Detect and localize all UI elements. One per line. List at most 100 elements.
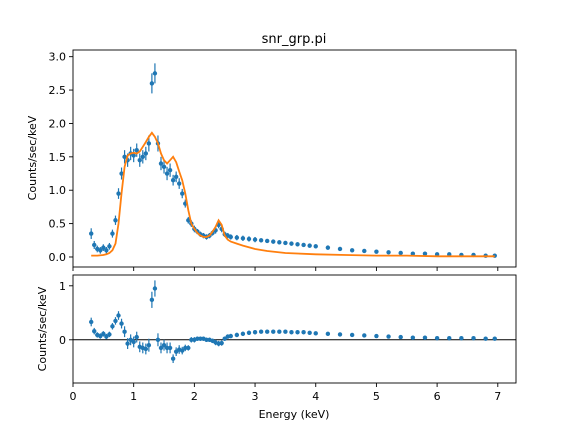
residuals-data-marker (125, 341, 130, 346)
y-tick-label: 2.5 (49, 84, 67, 97)
residuals-frame (72, 274, 517, 384)
spectrum-data-point (240, 235, 246, 241)
residuals-data-point (471, 335, 476, 341)
x-tick-label: 0 (70, 390, 77, 403)
residuals-data-point (219, 340, 224, 346)
residuals-data-point (167, 342, 173, 354)
spectrum-data-point (104, 246, 109, 254)
residuals-data-point (113, 317, 118, 325)
residuals-data-point (295, 330, 300, 335)
y-tick-label: 0.5 (49, 218, 67, 231)
residuals-data-marker (92, 328, 97, 334)
residuals-data-point (264, 329, 270, 334)
spectrum-data-point (295, 242, 300, 247)
x-tick-label: 5 (373, 390, 380, 403)
spectrum-frame (72, 49, 517, 268)
spectrum-data-point (131, 148, 136, 163)
spectrum-data-marker (277, 240, 282, 245)
residuals-data-marker (252, 330, 258, 335)
spectrum-data-point (143, 146, 149, 161)
spectrum-data-point (386, 250, 391, 255)
y-tick-label: 0.0 (49, 251, 67, 264)
residuals-data-marker (173, 349, 179, 354)
spectrum-data-point (170, 174, 176, 186)
residuals-data-marker (492, 336, 497, 341)
residuals-data-marker (307, 330, 312, 335)
spectrum-data-point (283, 240, 288, 246)
spectrum-data-marker (149, 81, 155, 86)
spectrum-data-marker (107, 244, 112, 249)
residuals-data-marker (164, 345, 170, 351)
residuals-data-marker (277, 329, 282, 334)
x-tick-label: 7 (494, 390, 501, 403)
spectrum-data-marker (116, 191, 121, 196)
residuals-data-point (131, 336, 136, 348)
spectrum-data-marker (137, 157, 142, 163)
residuals-data-point (119, 318, 124, 329)
spectrum-data-point (173, 171, 179, 183)
residuals-data-point (101, 331, 106, 337)
spectrum-data-point (271, 239, 276, 244)
residuals-data-marker (483, 336, 488, 341)
residuals-data-point (198, 336, 203, 341)
spectrum-data-point (277, 240, 282, 245)
residuals-data-point (158, 342, 164, 354)
spectrum-data-point (422, 251, 428, 256)
spectrum-data-marker (134, 147, 139, 153)
spectrum-data-point (337, 246, 343, 252)
residuals-data-marker (289, 330, 294, 335)
spectrum-data-marker (104, 248, 109, 253)
residuals-data-marker (161, 343, 167, 348)
residuals-data-marker (198, 336, 203, 341)
spectrum-data-marker (173, 174, 179, 180)
residuals-data-marker (222, 336, 227, 341)
residuals-data-marker (301, 330, 306, 335)
spectrum-data-point (122, 150, 127, 164)
spectrum-data-point (149, 73, 155, 94)
residuals-data-point (362, 333, 367, 338)
spectrum-data-point (116, 188, 121, 199)
residuals-data-marker (134, 334, 139, 340)
spectrum-data-point (164, 166, 170, 181)
residuals-data-point (422, 335, 428, 340)
residuals-y-ticks: 10 (59, 280, 73, 347)
spectrum-data-marker (119, 171, 124, 176)
residuals-data-point (180, 346, 185, 355)
residuals-data-marker (183, 345, 188, 351)
spectrum-data-marker (313, 244, 318, 249)
residuals-data-marker (362, 333, 367, 338)
residuals-data-marker (98, 333, 103, 339)
spectrum-data-point (119, 167, 124, 180)
spectrum-data-point (301, 242, 306, 248)
residuals-data-marker (434, 335, 440, 341)
spectrum-plot-area (89, 63, 497, 258)
spectrum-data-marker (301, 242, 306, 248)
x-tick-label: 3 (252, 390, 259, 403)
residuals-data-point (116, 311, 121, 320)
spectrum-data-marker (122, 154, 127, 160)
residuals-data-point (161, 339, 167, 351)
spectrum-data-marker (325, 245, 331, 250)
residuals-data-point (289, 330, 294, 335)
spectrum-data-point (176, 178, 182, 189)
residuals-data-marker (374, 333, 379, 339)
residuals-data-marker (337, 332, 343, 337)
residuals-data-marker (398, 334, 403, 340)
spectrum-y-ticks: 0.0 0.5 1.0 1.5 2.0 2.5 3.0 (49, 51, 73, 264)
residuals-data-point (170, 354, 176, 364)
spectrum-data-marker (246, 236, 252, 242)
spectrum-data-point (98, 246, 103, 254)
residuals-data-marker (447, 335, 452, 341)
residuals-data-marker (101, 331, 106, 337)
spectrum-data-marker (92, 242, 97, 248)
spectrum-data-marker (164, 171, 170, 176)
spectrum-data-marker (362, 248, 367, 254)
spectrum-data-marker (386, 250, 391, 255)
residuals-data-marker (195, 336, 200, 341)
residuals-data-point (228, 333, 233, 339)
x-tick-label: 4 (312, 390, 319, 403)
residuals-data-point (349, 332, 355, 338)
residuals-data-marker (116, 313, 121, 318)
spectrum-data-marker (283, 240, 288, 246)
residuals-data-point (447, 335, 452, 341)
